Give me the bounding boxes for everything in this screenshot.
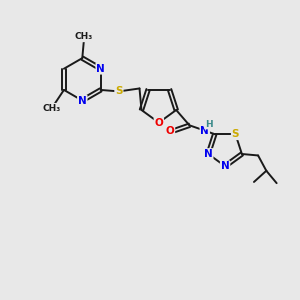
Text: N: N bbox=[204, 149, 213, 159]
Text: O: O bbox=[166, 126, 174, 136]
Text: S: S bbox=[232, 129, 239, 139]
Text: CH₃: CH₃ bbox=[75, 32, 93, 41]
Text: O: O bbox=[154, 118, 163, 128]
Text: H: H bbox=[205, 120, 213, 129]
Text: N: N bbox=[78, 95, 87, 106]
Text: S: S bbox=[115, 86, 123, 96]
Text: N: N bbox=[96, 64, 105, 74]
Text: N: N bbox=[200, 126, 209, 136]
Text: N: N bbox=[221, 161, 230, 171]
Text: CH₃: CH₃ bbox=[42, 104, 61, 113]
